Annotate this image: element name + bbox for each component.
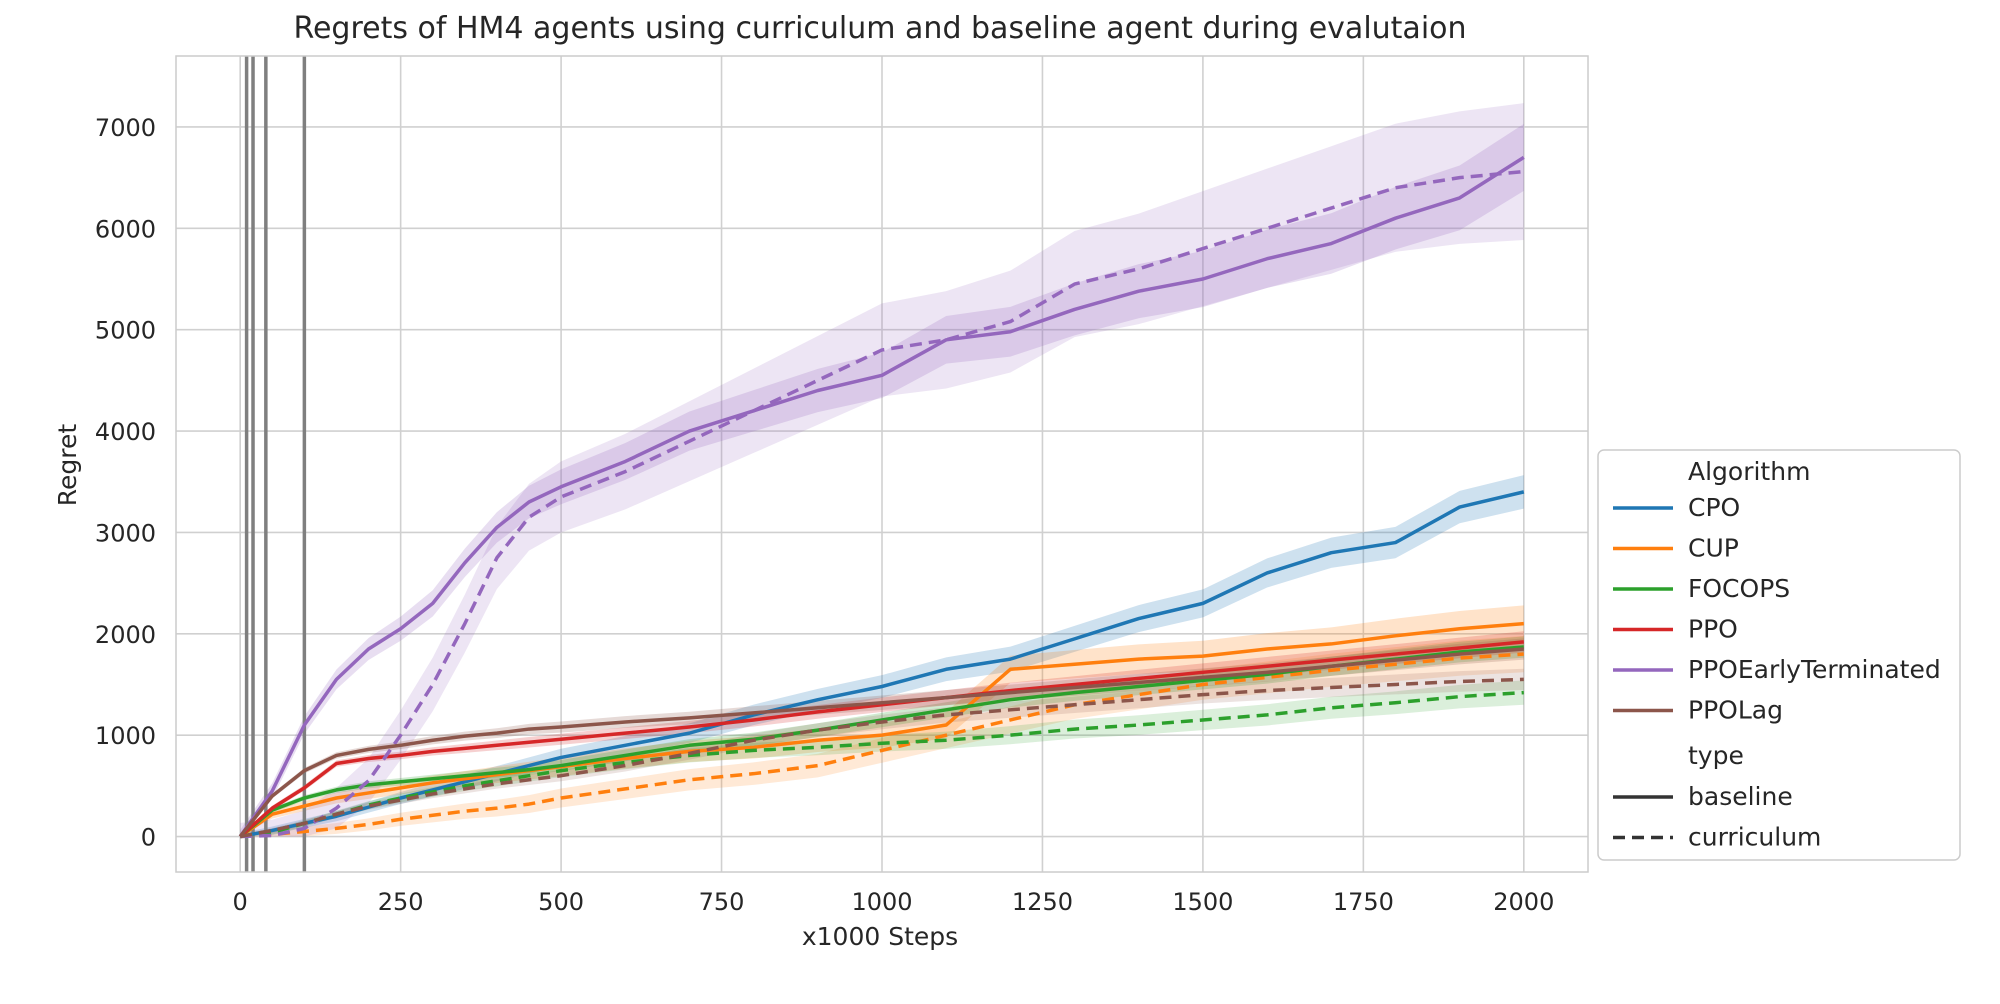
y-tick-label: 3000 bbox=[95, 519, 156, 547]
band-cup-baseline bbox=[240, 605, 1524, 837]
x-axis-label: x1000 Steps bbox=[802, 922, 958, 951]
line-focops-baseline bbox=[239, 645, 1524, 838]
line-ppolag-baseline bbox=[238, 647, 1524, 838]
x-tick-labels: 0 250 500 750 1000 1250 1500 1750 2000 bbox=[233, 888, 1555, 916]
line-ppolag-curriculum bbox=[239, 677, 1524, 839]
legend-algorithm-title: Algorithm bbox=[1688, 457, 1810, 486]
legend-type-label: curriculum bbox=[1688, 823, 1821, 852]
x-tick-label: 1500 bbox=[1172, 888, 1233, 916]
y-tick-label: 4000 bbox=[95, 418, 156, 446]
x-tick-label: 2000 bbox=[1493, 888, 1554, 916]
line-cup-curriculum bbox=[240, 652, 1524, 839]
y-tick-label: 6000 bbox=[95, 215, 156, 243]
x-tick-label: 1750 bbox=[1333, 888, 1394, 916]
y-tick-label: 5000 bbox=[95, 317, 156, 345]
x-tick-label: 750 bbox=[699, 888, 745, 916]
legend-label: PPOEarlyTerminated bbox=[1688, 655, 1941, 684]
y-axis-label: Regret bbox=[53, 424, 82, 507]
legend-label: PPO bbox=[1688, 615, 1738, 644]
chart-title: Regrets of HM4 agents using curriculum a… bbox=[293, 11, 1466, 46]
y-tick-label: 7000 bbox=[95, 114, 156, 142]
line-ppoearlyterminated-curriculum bbox=[240, 169, 1524, 839]
legend-series-entries: CPO CUP FOCOPS PPO PPOEarlyTerminated PPOLag bbox=[1613, 493, 1941, 725]
vertical-markers bbox=[244, 56, 307, 872]
legend-type-title: type bbox=[1688, 741, 1744, 770]
legend-type-entries: baseline curriculum bbox=[1613, 782, 1821, 852]
legend-label: PPOLag bbox=[1688, 696, 1783, 725]
legend-label: CPO bbox=[1688, 493, 1740, 522]
band-focops-baseline bbox=[240, 636, 1524, 837]
x-tick-label: 0 bbox=[233, 888, 248, 916]
line-cup-baseline bbox=[239, 621, 1524, 838]
legend-type-label: baseline bbox=[1688, 782, 1793, 811]
x-tick-label: 500 bbox=[538, 888, 584, 916]
legend-label: CUP bbox=[1688, 534, 1739, 563]
x-tick-label: 250 bbox=[378, 888, 424, 916]
plot-frame bbox=[175, 55, 1589, 873]
y-tick-labels: 0 1000 2000 3000 4000 5000 6000 7000 bbox=[95, 114, 156, 852]
legend-box bbox=[1597, 449, 1961, 861]
y-tick-label: 2000 bbox=[95, 621, 156, 649]
legend-label: FOCOPS bbox=[1688, 574, 1790, 603]
band-ppo-baseline bbox=[240, 631, 1524, 837]
y-tick-label: 0 bbox=[141, 824, 156, 852]
series-lines bbox=[238, 155, 1525, 839]
band-ppoearlyterminated-baseline bbox=[240, 123, 1524, 837]
x-tick-label: 1000 bbox=[851, 888, 912, 916]
legend: Algorithm CPO CUP FOCOPS PPO PPOEarlyTermina… bbox=[1597, 449, 1961, 861]
x-tick-label: 1250 bbox=[1012, 888, 1073, 916]
y-tick-label: 1000 bbox=[95, 722, 156, 750]
line-ppo-baseline bbox=[239, 640, 1524, 838]
line-ppoearlyterminated-baseline bbox=[238, 155, 1525, 838]
grid bbox=[176, 56, 1588, 872]
band-ppoearlyterminated-curriculum bbox=[240, 103, 1524, 837]
